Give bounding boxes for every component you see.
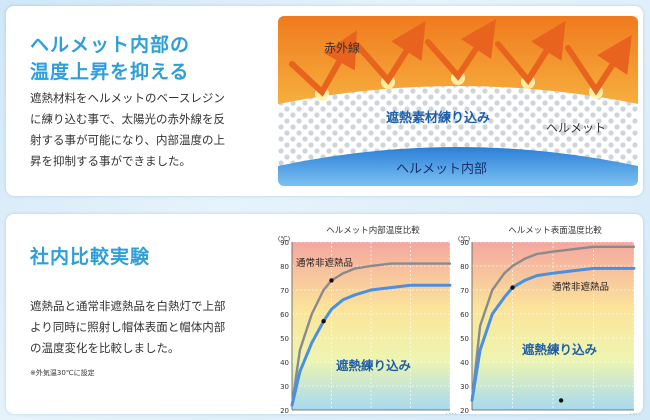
helmet-inner-label: ヘルメット内部 — [396, 161, 487, 177]
series-label: 通常非遮熱品 — [552, 281, 609, 293]
series-line-normal — [290, 262, 452, 407]
inner-temperature-chart: ヘルメット内部温度比較(℃)203040506070809010203040(分… — [278, 225, 458, 414]
y-tick-label: 20 — [460, 407, 469, 414]
x-tick-label: 10 — [508, 413, 517, 414]
series-label: 遮熱練り込み — [522, 342, 598, 357]
section-heading-2: 社内比較実験 — [30, 246, 151, 268]
y-tick-label: 80 — [280, 263, 289, 271]
y-tick-label: 40 — [280, 359, 289, 367]
y-tick-label: 80 — [460, 263, 469, 271]
y-tick-label: 30 — [280, 383, 289, 391]
y-tick-label: 60 — [280, 311, 289, 319]
y-unit-label: (℃) — [458, 235, 470, 243]
x-tick-label: 30 — [406, 413, 415, 414]
y-tick-label: 40 — [460, 359, 469, 367]
y-unit-label: (℃) — [278, 235, 290, 243]
x-tick-label: 40 — [626, 413, 635, 414]
x-tick-label: 20 — [367, 413, 376, 414]
description-line: に練り込む事で、太陽光の赤外線を反 — [30, 112, 226, 126]
series-pointer-dot — [510, 285, 515, 290]
x-unit-label: (分) — [629, 412, 642, 414]
y-tick-label: 70 — [460, 287, 469, 295]
x-tick-label: 30 — [589, 413, 598, 414]
y-tick-label: 60 — [460, 311, 469, 319]
experiment-panel: 社内比較実験 遮熱品と通常非遮熱品を白熱灯で上部 より同時に照射し帽体表面と帽体… — [6, 214, 643, 414]
section-heading-1: ヘルメット内部の 温度上昇を抑える — [30, 32, 190, 86]
series-label: 遮熱練り込み — [336, 358, 412, 373]
description-line: 昇を抑制する事ができました。 — [30, 154, 191, 168]
x-tick-label: 10 — [327, 413, 336, 414]
section-description-2: 遮熱品と通常非遮熱品を白熱灯で上部 より同時に照射し帽体表面と帽体内部 の温度変… — [30, 296, 226, 359]
heat-shield-diagram: 赤外線 遮熱素材練り込み ヘルメット ヘルメット内部 — [278, 16, 638, 186]
y-tick-label: 90 — [460, 239, 469, 247]
series-pointer-dot — [558, 398, 564, 403]
y-tick-label: 20 — [280, 407, 289, 414]
description-line: より同時に照射し帽体表面と帽体内部 — [30, 320, 226, 334]
surface-temperature-chart: ヘルメット表面温度比較(℃)203040506070809010203040(分… — [458, 225, 642, 414]
y-tick-label: 50 — [460, 335, 469, 343]
helmet-label: ヘルメット — [546, 121, 606, 135]
x-tick-label: 40 — [442, 413, 451, 414]
heading-line-2: 温度上昇を抑える — [30, 61, 190, 83]
helmet-inner — [278, 147, 638, 186]
series-line-heat-shield — [290, 283, 452, 407]
section-description-1: 遮熱材料をヘルメットのベースレジン に練り込む事で、太陽光の赤外線を反 射する事… — [30, 88, 225, 172]
shield-layer-label: 遮熱素材練り込み — [386, 110, 490, 126]
y-tick-label: 90 — [280, 239, 289, 247]
heading-line-1: ヘルメット内部の — [30, 34, 191, 56]
series-pointer-dot — [321, 319, 326, 324]
description-line: 遮熱材料をヘルメットのベースレジン — [30, 91, 225, 105]
x-tick-label: 20 — [549, 413, 558, 414]
chart-title: ヘルメット内部温度比較 — [326, 225, 420, 236]
infrared-label: 赤外線 — [324, 40, 360, 55]
series-pointer-dot — [329, 278, 334, 283]
y-tick-label: 70 — [280, 287, 289, 295]
y-tick-label: 30 — [460, 383, 469, 391]
chart-title: ヘルメット表面温度比較 — [508, 225, 602, 236]
y-tick-label: 50 — [280, 335, 289, 343]
description-line: 射する事が可能になり、内部温度の上 — [30, 133, 226, 147]
ambient-temperature-note: ※外気温30℃に設定 — [30, 369, 95, 377]
description-line: 遮熱品と通常非遮熱品を白熱灯で上部 — [30, 299, 226, 313]
series-line-heat-shield — [470, 266, 636, 402]
x-unit-label: (分) — [445, 412, 458, 414]
series-line-normal — [470, 245, 636, 402]
description-line: の温度変化を比較しました。 — [30, 341, 180, 355]
heat-shield-panel: ヘルメット内部の 温度上昇を抑える 遮熱材料をヘルメットのベースレジン に練り込… — [6, 6, 643, 196]
series-label: 通常非遮熱品 — [296, 257, 353, 269]
infrared-arrows — [289, 19, 632, 97]
